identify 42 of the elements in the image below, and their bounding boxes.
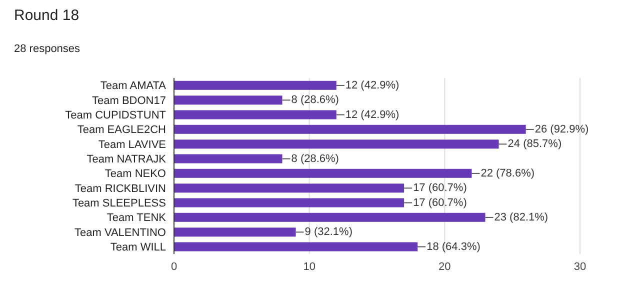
bar — [174, 124, 526, 134]
y-tick-label: Team NATRAJK — [86, 154, 167, 166]
text: Round 18 — [14, 7, 80, 24]
y-tick-label: Team VALENTINO — [74, 226, 166, 239]
data-label: 17 (60.7%) — [413, 196, 467, 209]
bar — [174, 80, 336, 90]
data-label: 24 (85.7%) — [508, 138, 562, 150]
bar — [174, 242, 418, 252]
y-tick-label: Team LAVIVE — [98, 138, 166, 151]
y-tick-label: Team BDON17 — [92, 94, 166, 107]
bar — [174, 96, 282, 105]
data-label: 22 (78.6%) — [480, 167, 535, 180]
x-tick-label: 20 — [438, 260, 451, 273]
y-tick-label: Team CUPIDSTUNT — [65, 110, 166, 122]
y-tick-label: Team EAGLE2CH — [77, 124, 166, 136]
x-tick-label: 0 — [170, 260, 178, 273]
bar — [174, 228, 296, 237]
data-label: 8 (28.6%) — [291, 152, 339, 165]
bar — [174, 198, 404, 208]
bar — [174, 154, 282, 164]
bar — [174, 110, 336, 120]
y-tick-label: Team SLEEPLESS — [72, 198, 166, 210]
y-tick-label: Team AMATA — [100, 80, 167, 92]
data-label: 23 (82.1%) — [494, 211, 548, 224]
x-tick-label: 10 — [303, 260, 316, 273]
data-label: 12 (42.9%) — [345, 79, 400, 92]
y-tick-label: Team WILL — [110, 242, 166, 254]
data-label: 12 (42.9%) — [345, 108, 400, 121]
bar — [174, 168, 472, 178]
x-tick-label: 30 — [574, 260, 586, 273]
y-tick-label: Team TENK — [106, 212, 167, 224]
y-tick-label: Team RICKBLIVIN — [74, 182, 166, 195]
data-label: 26 (92.9%) — [534, 123, 589, 136]
data-label: 17 (60.7%) — [413, 182, 467, 194]
data-label: 9 (32.1%) — [304, 226, 353, 238]
y-tick-label: Team NEKO — [104, 168, 166, 180]
text: 28 responses — [14, 43, 80, 55]
data-label: 8 (28.6%) — [291, 94, 339, 106]
bar — [174, 212, 486, 222]
data-label: 18 (64.3%) — [426, 240, 480, 253]
bar — [174, 184, 404, 193]
bar — [174, 140, 499, 149]
